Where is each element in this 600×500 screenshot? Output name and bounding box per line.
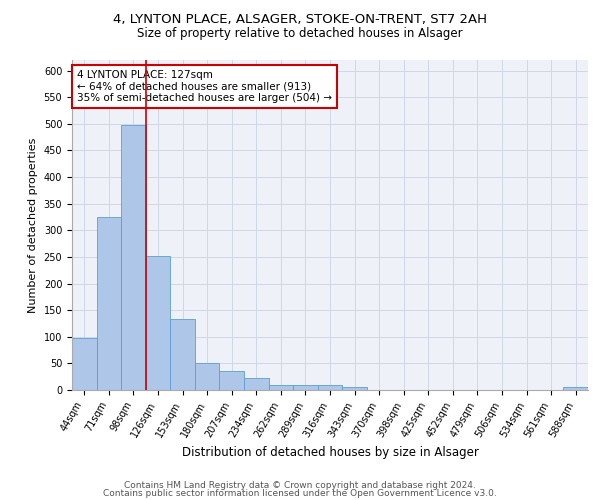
Bar (146, 256, 170, 390)
Text: Contains HM Land Registry data © Crown copyright and database right 2024.: Contains HM Land Registry data © Crown c… (124, 481, 476, 490)
Bar (195, 363, 220, 390)
Bar (244, 378, 269, 390)
Bar (97, 217, 121, 390)
Text: 4 LYNTON PLACE: 127sqm
← 64% of detached houses are smaller (913)
35% of semi-de: 4 LYNTON PLACE: 127sqm ← 64% of detached… (77, 70, 332, 103)
Bar (220, 371, 244, 390)
Text: 4, LYNTON PLACE, ALSAGER, STOKE-ON-TRENT, ST7 2AH: 4, LYNTON PLACE, ALSAGER, STOKE-ON-TRENT… (113, 12, 487, 26)
Bar (293, 384, 318, 390)
Bar (342, 388, 367, 390)
Bar (269, 385, 293, 390)
Text: Size of property relative to detached houses in Alsager: Size of property relative to detached ho… (137, 28, 463, 40)
Bar (72, 338, 97, 390)
X-axis label: Distribution of detached houses by size in Alsager: Distribution of detached houses by size … (182, 446, 478, 459)
Text: Contains public sector information licensed under the Open Government Licence v3: Contains public sector information licen… (103, 488, 497, 498)
Bar (318, 384, 342, 390)
Y-axis label: Number of detached properties: Number of detached properties (28, 138, 38, 312)
Bar (121, 126, 146, 390)
Bar (170, 318, 195, 390)
Bar (563, 388, 588, 390)
